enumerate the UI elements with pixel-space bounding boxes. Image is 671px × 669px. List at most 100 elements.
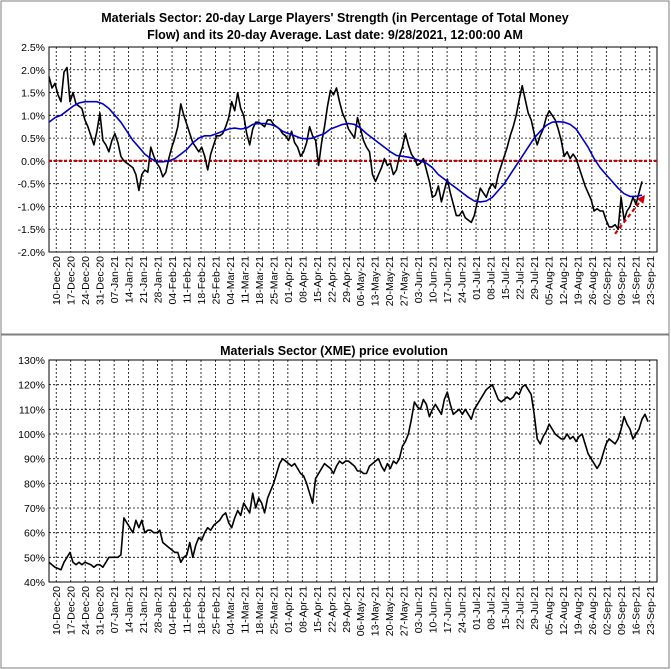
top-x-tick-label: 20-May-21 [384,256,396,306]
bottom-x-tick-label: 14-Jan-21 [124,586,136,633]
bottom-x-tick-label: 10-Jun-21 [428,586,440,633]
top-x-tick-label: 25-Mar-21 [268,256,280,305]
top-x-tick-label: 06-May-21 [355,256,367,306]
top-y-axis: 2.5% 2.0% 1.5% 1.0% 0.5% 0.0% -0.5% -1.0% -1.5% -… [18,42,45,259]
bottom-y-tick-label: 60% [24,528,45,540]
top-x-tick-label: 16-Sep-21 [630,256,642,305]
top-x-tick-label: 01-Apr-21 [283,256,295,303]
bottom-y-tick-label: 80% [24,478,45,490]
bottom-x-tick-label: 04-Feb-21 [167,586,179,635]
bottom-x-tick-label: 17-Dec-20 [66,586,78,635]
bottom-y-tick-label: 90% [24,454,45,466]
bottom-y-tick-label: 110% [19,404,45,416]
top-y-tick-label: -1.0% [18,201,45,213]
top-y-tick-label: 0.5% [21,133,45,145]
bottom-x-tick-label: 15-Apr-21 [312,586,324,633]
top-x-tick-label: 24-Jun-21 [457,256,469,303]
top-y-tick-label: -0.5% [18,179,45,191]
top-x-tick-label: 19-Aug-21 [572,256,584,305]
bottom-x-tick-label: 24-Dec-20 [80,586,92,635]
bottom-x-tick-label: 25-Mar-21 [268,586,280,635]
bottom-x-tick-label: 01-Jul-21 [471,586,483,630]
top-x-tick-label: 24-Dec-20 [80,256,92,305]
top-trend-arrow-shaft [614,194,646,235]
top-x-tick-label: 29-Jul-21 [529,256,541,300]
top-x-tick-label: 05-Aug-21 [543,256,555,305]
bottom-x-axis: 10-Dec-20 17-Dec-20 24-Dec-20 31-Dec-20 07-J… [51,586,657,636]
top-x-tick-label: 10-Dec-20 [51,256,63,305]
top-x-tick-label: 22-Jul-21 [514,256,526,300]
top-y-tick-label: 1.5% [21,88,45,100]
top-x-tick-label: 17-Dec-20 [66,256,78,305]
bottom-x-tick-label: 06-May-21 [355,586,367,636]
bottom-x-tick-label: 22-Jul-21 [514,586,526,630]
top-y-tick-label: 2.0% [21,65,45,77]
bottom-x-tick-label: 09-Sep-21 [616,586,628,635]
top-x-tick-label: 01-Jul-21 [471,256,483,300]
top-series-line-1 [48,100,643,203]
bottom-x-tick-label: 31-Dec-20 [95,586,107,635]
top-x-tick-label: 03-Jun-21 [413,256,425,303]
bottom-series-line-0 [48,383,649,571]
bottom-x-tick-label: 27-May-21 [399,586,411,636]
bottom-x-tick-label: 20-May-21 [384,586,396,636]
top-x-tick-label: 18-Feb-21 [196,256,208,305]
bottom-y-tick-label: 70% [24,503,45,515]
top-y-tick-label: -2.0% [18,247,45,259]
top-x-tick-label: 04-Mar-21 [225,256,237,305]
top-x-tick-label: 23-Sep-21 [645,256,657,305]
bottom-y-tick-label: 130% [18,355,45,367]
top-x-tick-label: 12-Aug-21 [558,256,570,305]
bottom-x-tick-label: 10-Dec-20 [51,586,63,635]
top-y-tick-label: 1.0% [21,110,45,122]
bottom-chart-panel: Materials Sector (XME) price evolution 1… [0,334,670,669]
bottom-series-group [48,383,649,571]
bottom-x-tick-label: 11-Feb-21 [182,586,194,634]
bottom-x-tick-label: 03-Jun-21 [413,586,425,633]
bottom-x-tick-label: 29-Apr-21 [341,586,353,633]
bottom-x-tick-label: 16-Sep-21 [630,586,642,635]
top-x-tick-label: 21-Jan-21 [138,256,150,303]
bottom-x-tick-label: 18-Feb-21 [196,586,208,635]
bottom-y-axis: 130% 120% 110% 100% 90% 80% 70% 60% 50% 40% [18,355,45,589]
top-x-tick-label: 10-Jun-21 [428,256,440,303]
top-x-tick-label: 22-Apr-21 [326,256,338,303]
bottom-x-tick-label: 22-Apr-21 [326,586,338,633]
bottom-x-tick-label: 08-Jul-21 [486,586,498,630]
bottom-x-tick-label: 15-Jul-21 [500,586,512,630]
top-x-tick-label: 18-Mar-21 [254,256,266,305]
bottom-chart-title: Materials Sector (XME) price evolution [220,344,448,358]
bottom-x-tick-label: 02-Sep-21 [601,586,613,635]
bottom-y-tick-label: 40% [24,577,45,589]
top-x-tick-label: 26-Aug-21 [587,256,599,305]
bottom-y-tick-label: 100% [18,429,45,441]
top-series-group [48,66,657,235]
bottom-x-tick-label: 13-May-21 [370,586,382,636]
top-x-tick-label: 08-Jul-21 [486,256,498,300]
bottom-x-tick-label: 11-Mar-21 [239,586,251,634]
bottom-x-tick-label: 21-Jan-21 [138,586,150,633]
top-x-tick-label: 07-Jan-21 [109,256,121,303]
top-chart-title-line-2: Flow) and its 20-day Average. Last date:… [147,28,523,42]
top-x-tick-label: 08-Apr-21 [297,256,309,303]
bottom-plot-area [48,359,658,583]
top-x-tick-label: 15-Apr-21 [312,256,324,303]
bottom-x-tick-label: 19-Aug-21 [572,586,584,635]
top-y-tick-label: -1.5% [18,224,45,236]
bottom-x-tick-label: 12-Aug-21 [558,586,570,635]
bottom-x-tick-label: 17-Jun-21 [442,586,454,633]
top-chart-title-line-1: Materials Sector: 20-day Large Players' … [101,11,569,25]
top-x-tick-label: 28-Jan-21 [153,256,165,303]
bottom-x-tick-label: 29-Jul-21 [529,586,541,630]
top-x-tick-label: 31-Dec-20 [95,256,107,305]
bottom-x-tick-label: 24-Jun-21 [457,586,469,633]
top-x-tick-label: 11-Feb-21 [182,256,194,304]
top-x-tick-label: 14-Jan-21 [124,256,136,303]
top-gridlines [49,47,657,252]
top-x-tick-label: 09-Sep-21 [616,256,628,305]
top-y-tick-label: 0.0% [21,156,45,168]
top-x-tick-label: 25-Feb-21 [210,256,222,305]
bottom-x-tick-label: 08-Apr-21 [297,586,309,633]
top-x-tick-label: 17-Jun-21 [442,256,454,303]
